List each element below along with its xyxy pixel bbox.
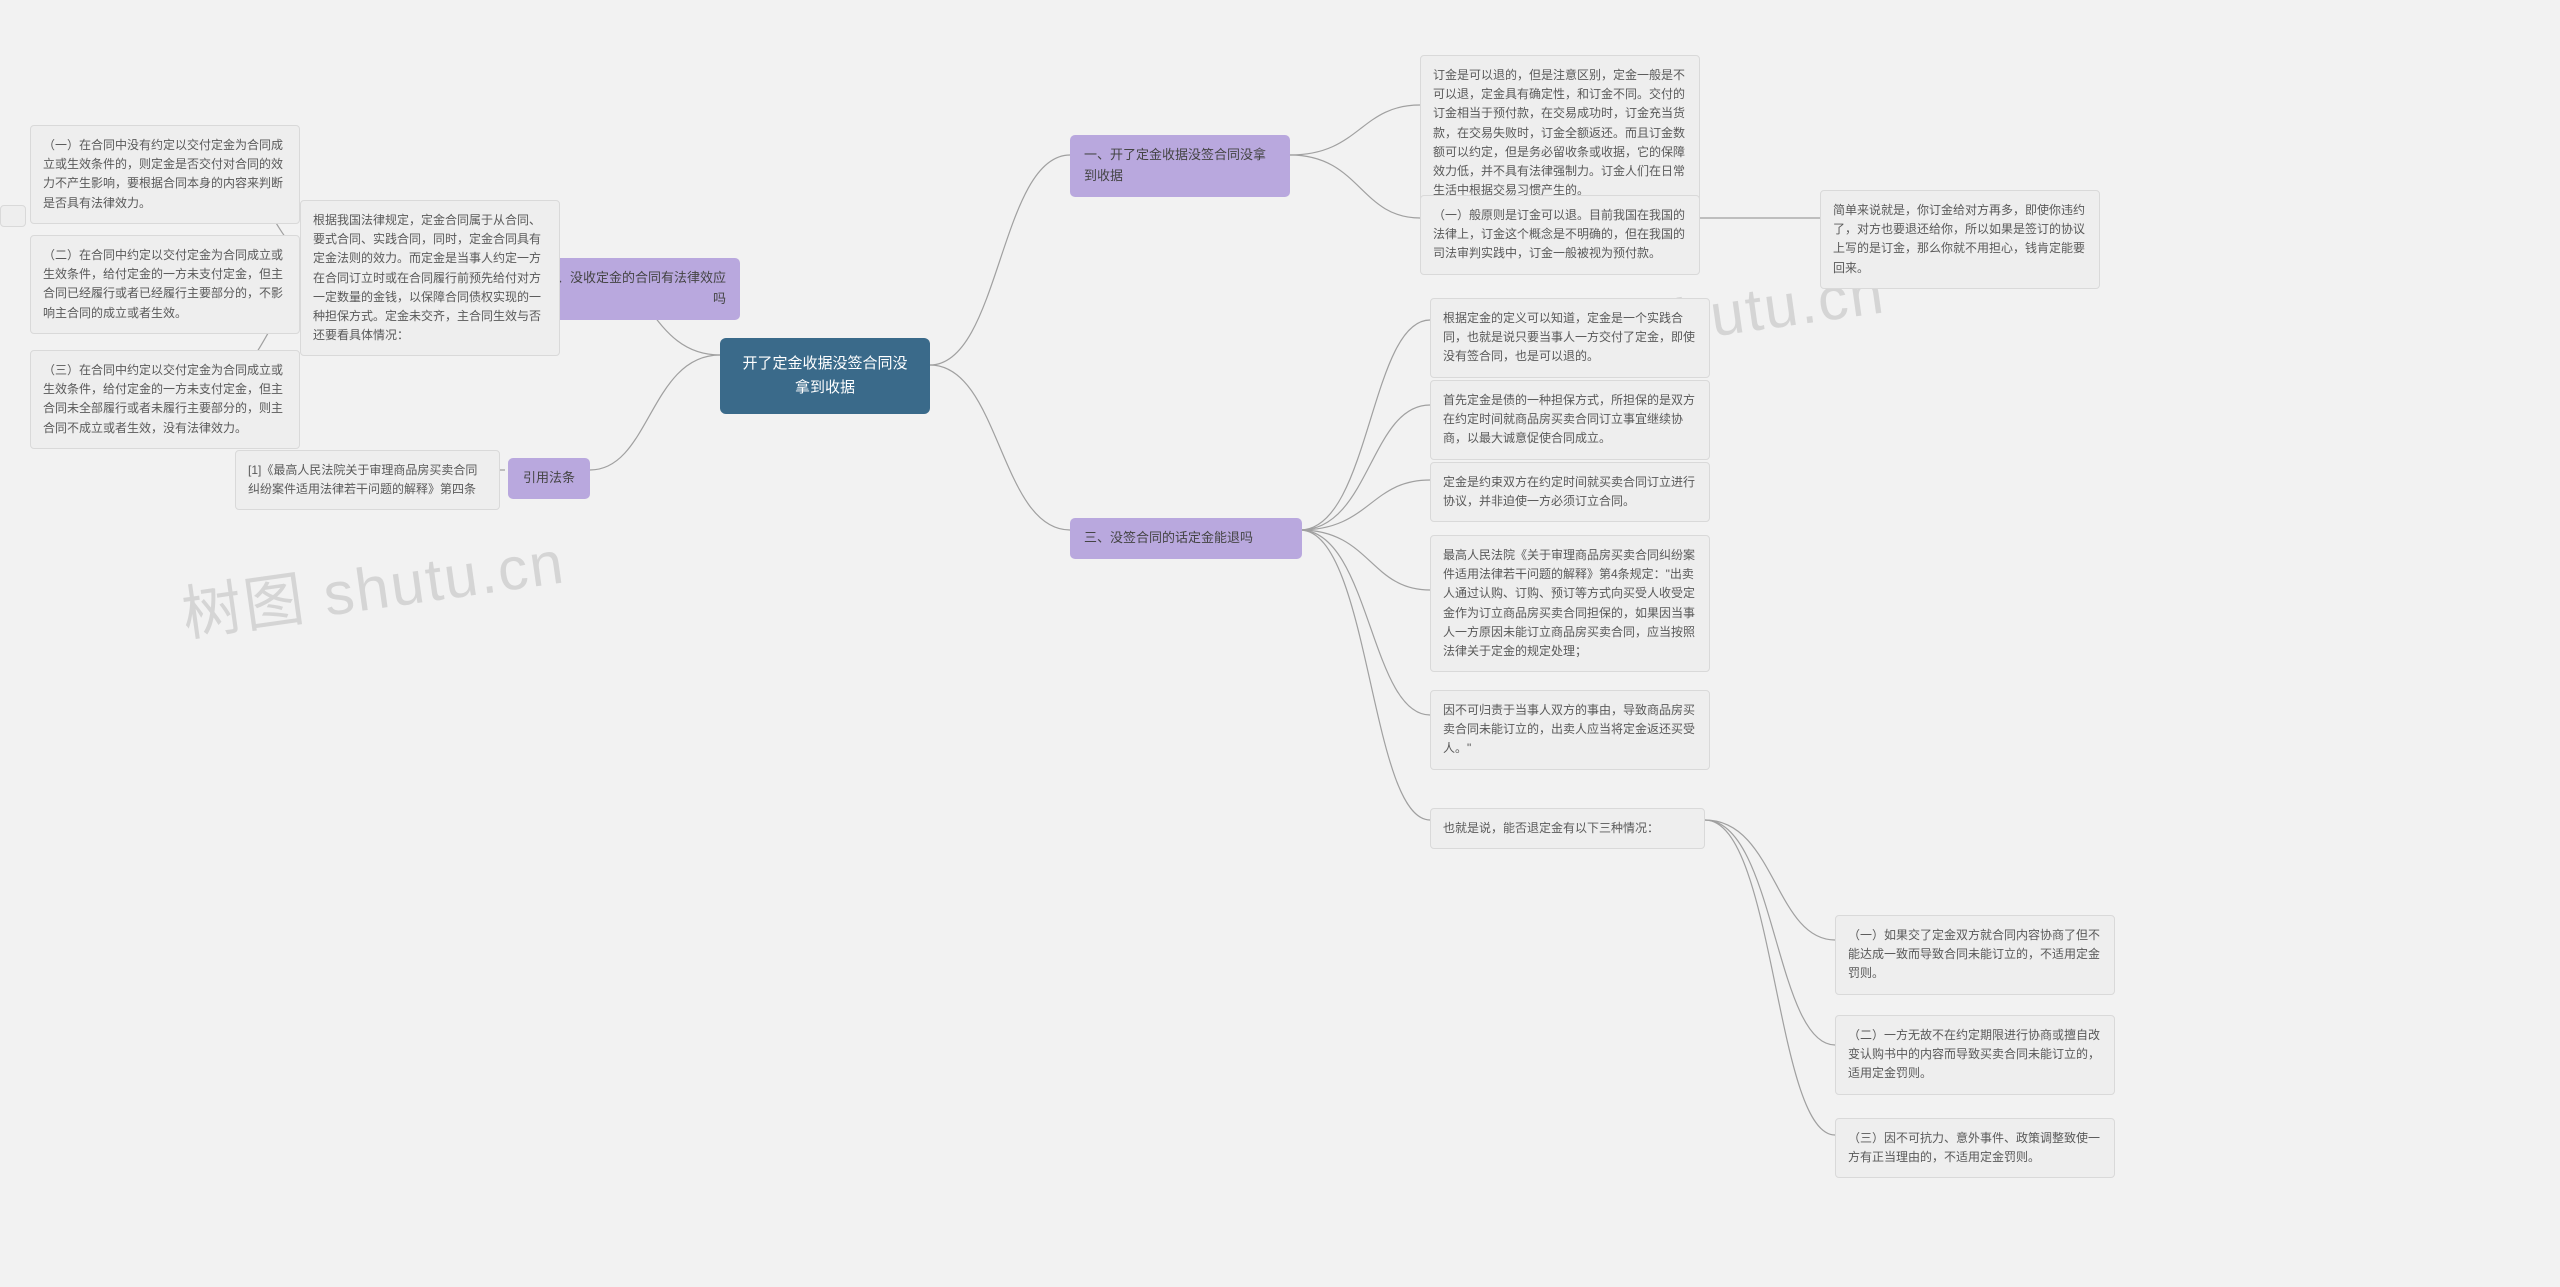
section-1-label: 一、开了定金收据没签合同没拿到收据 [1084,147,1266,183]
sec3-n5[interactable]: 因不可归责于当事人双方的事由，导致商品房买卖合同未能订立的，出卖人应当将定金返还… [1430,690,1710,770]
sec3-n6[interactable]: 也就是说，能否退定金有以下三种情况： [1430,808,1705,849]
sec3-n3-text: 定金是约束双方在约定时间就买卖合同订立进行协议，并非迫使一方必须订立合同。 [1443,475,1695,508]
sec3-n1-text: 根据定金的定义可以知道，定金是一个实践合同，也就是说只要当事人一方交付了定金，即… [1443,311,1695,363]
sec3-n4[interactable]: 最高人民法院《关于审理商品房买卖合同纠纷案件适用法律若干问题的解释》第4条规定：… [1430,535,1710,672]
sec1-n1-text: 订金是可以退的，但是注意区别，定金一般是不可以退，定金具有确定性，和订金不同。交… [1433,68,1685,197]
sec3-n6-text: 也就是说，能否退定金有以下三种情况： [1443,821,1659,835]
sec2-n2-text: （二）在合同中约定以交付定金为合同成立或生效条件，给付定金的一方未支付定金，但主… [43,248,283,320]
sec3-n6c-text: （三）因不可抗力、意外事件、政策调整致使一方有正当理由的，不适用定金罚则。 [1848,1131,2100,1164]
sec2-n3-text: （三）在合同中约定以交付定金为合同成立或生效条件，给付定金的一方未支付定金，但主… [43,363,283,435]
sec2-mainblock[interactable]: 根据我国法律规定，定金合同属于从合同、要式合同、实践合同，同时，定金合同具有定金… [300,200,560,356]
sec3-n3[interactable]: 定金是约束双方在约定时间就买卖合同订立进行协议，并非迫使一方必须订立合同。 [1430,462,1710,522]
law-n1-text: [1]《最高人民法院关于审理商品房买卖合同纠纷案件适用法律若干问题的解释》第四条 [248,463,477,496]
sec3-n2-text: 首先定金是债的一种担保方式，所担保的是双方在约定时间就商品房买卖合同订立事宜继续… [1443,393,1695,445]
sec3-n6a-text: （一）如果交了定金双方就合同内容协商了但不能达成一致而导致合同未能订立的，不适用… [1848,928,2100,980]
sec3-n1[interactable]: 根据定金的定义可以知道，定金是一个实践合同，也就是说只要当事人一方交付了定金，即… [1430,298,1710,378]
sec3-n6c[interactable]: （三）因不可抗力、意外事件、政策调整致使一方有正当理由的，不适用定金罚则。 [1835,1118,2115,1178]
root-node[interactable]: 开了定金收据没签合同没拿到收据 [720,338,930,414]
section-2-label: 二、没收定金的合同有法律效应吗 [544,270,726,306]
sec2-n1-text: （一）在合同中没有约定以交付定金为合同成立或生效条件的，则定金是否交付对合同的效… [43,138,283,210]
sec2-n1[interactable]: （一）在合同中没有约定以交付定金为合同成立或生效条件的，则定金是否交付对合同的效… [30,125,300,224]
sec2-mainblock-text: 根据我国法律规定，定金合同属于从合同、要式合同、实践合同，同时，定金合同具有定金… [313,213,541,342]
section-2[interactable]: 二、没收定金的合同有法律效应吗 [530,258,740,320]
sec3-n6b-text: （二）一方无故不在约定期限进行协商或擅自改变认购书中的内容而导致买卖合同未能订立… [1848,1028,2100,1080]
sec1-n2-ext[interactable]: 简单来说就是，你订金给对方再多，即使你违约了，对方也要退还给你，所以如果是签订的… [1820,190,2100,289]
section-1[interactable]: 一、开了定金收据没签合同没拿到收据 [1070,135,1290,197]
watermark-left: 树图 shutu.cn [176,514,570,654]
section-law[interactable]: 引用法条 [508,458,590,499]
sec3-n5-text: 因不可归责于当事人双方的事由，导致商品房买卖合同未能订立的，出卖人应当将定金返还… [1443,703,1695,755]
law-n1[interactable]: [1]《最高人民法院关于审理商品房买卖合同纠纷案件适用法律若干问题的解释》第四条 [235,450,500,510]
sec3-n2[interactable]: 首先定金是债的一种担保方式，所担保的是双方在约定时间就商品房买卖合同订立事宜继续… [1430,380,1710,460]
section-3-label: 三、没签合同的话定金能退吗 [1084,530,1253,545]
sec3-n4-text: 最高人民法院《关于审理商品房买卖合同纠纷案件适用法律若干问题的解释》第4条规定：… [1443,548,1695,658]
sec3-n6a[interactable]: （一）如果交了定金双方就合同内容协商了但不能达成一致而导致合同未能订立的，不适用… [1835,915,2115,995]
sec1-n2-text: （一）般原则是订金可以退。目前我国在我国的法律上，订金这个概念是不明确的，但在我… [1433,208,1685,260]
section-3[interactable]: 三、没签合同的话定金能退吗 [1070,518,1302,559]
sec2-n2[interactable]: （二）在合同中约定以交付定金为合同成立或生效条件，给付定金的一方未支付定金，但主… [30,235,300,334]
section-law-label: 引用法条 [523,470,575,485]
sec2-n3[interactable]: （三）在合同中约定以交付定金为合同成立或生效条件，给付定金的一方未支付定金，但主… [30,350,300,449]
sec1-n2-ext-text: 简单来说就是，你订金给对方再多，即使你违约了，对方也要退还给你，所以如果是签订的… [1833,203,2085,275]
sec1-n1[interactable]: 订金是可以退的，但是注意区别，定金一般是不可以退，定金具有确定性，和订金不同。交… [1420,55,1700,211]
sec1-n2[interactable]: （一）般原则是订金可以退。目前我国在我国的法律上，订金这个概念是不明确的，但在我… [1420,195,1700,275]
root-label: 开了定金收据没签合同没拿到收据 [742,355,907,396]
sec3-n6b[interactable]: （二）一方无故不在约定期限进行协商或擅自改变认购书中的内容而导致买卖合同未能订立… [1835,1015,2115,1095]
